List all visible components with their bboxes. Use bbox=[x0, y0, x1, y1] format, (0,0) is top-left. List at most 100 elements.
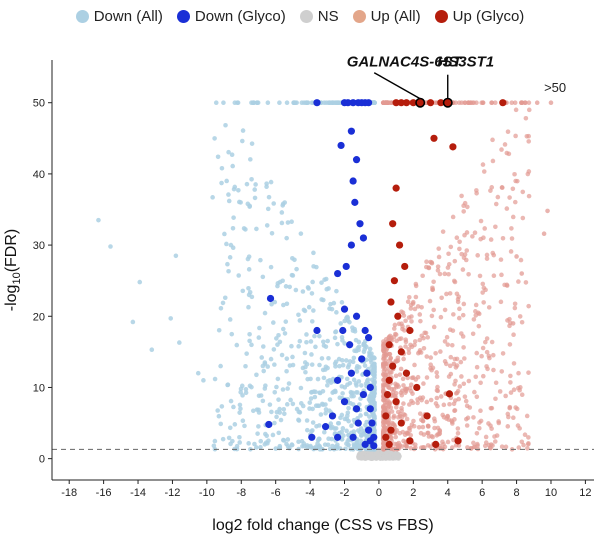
down-all-point bbox=[310, 406, 315, 412]
down-all-point bbox=[219, 404, 225, 409]
up-all-point bbox=[507, 405, 512, 411]
up-all-point bbox=[437, 271, 443, 277]
up-all-point bbox=[429, 313, 435, 319]
down-all-point bbox=[284, 235, 289, 241]
down-all-point bbox=[345, 364, 351, 370]
down-all-point bbox=[211, 443, 217, 449]
down-all-point bbox=[296, 312, 301, 318]
down-all-point bbox=[320, 389, 326, 394]
up-all-point bbox=[471, 317, 477, 322]
up-all-point bbox=[406, 346, 412, 352]
down-all-point bbox=[340, 362, 346, 368]
down-all-point bbox=[279, 210, 285, 215]
up-all-point bbox=[417, 337, 423, 343]
up-all-point bbox=[406, 315, 412, 320]
up-all-point bbox=[411, 418, 416, 424]
up-all-point bbox=[490, 158, 496, 164]
up-all-point bbox=[405, 299, 411, 304]
down-all-point bbox=[320, 402, 326, 408]
up-all-point bbox=[511, 332, 516, 338]
up-all-point bbox=[486, 421, 491, 426]
up-glyco-point bbox=[385, 440, 393, 449]
down-all-point bbox=[237, 440, 243, 445]
x-tick-label: -2 bbox=[340, 487, 350, 499]
up-all-point bbox=[408, 302, 414, 308]
down-all-point bbox=[313, 344, 318, 350]
up-glyco-point bbox=[437, 99, 445, 107]
down-all-point bbox=[276, 430, 282, 436]
up-all-point bbox=[480, 162, 486, 167]
ns-point bbox=[358, 451, 364, 457]
up-all-point bbox=[419, 333, 425, 339]
up-all-point bbox=[457, 306, 462, 312]
up-all-point bbox=[447, 291, 453, 296]
up-all-point bbox=[446, 374, 452, 379]
down-all-point bbox=[256, 410, 262, 415]
up-all-point bbox=[403, 344, 408, 349]
down-all-point bbox=[322, 442, 328, 447]
down-all-point bbox=[216, 413, 222, 419]
up-all-point bbox=[380, 397, 386, 403]
up-all-point bbox=[428, 366, 433, 371]
x-axis-title: log2 fold change (CSS vs FBS) bbox=[212, 517, 433, 534]
down-all-point bbox=[290, 354, 295, 360]
up-all-point bbox=[471, 440, 476, 446]
down-all-point bbox=[226, 149, 231, 155]
down-all-point bbox=[284, 368, 289, 374]
down-glyco-point bbox=[370, 442, 378, 450]
down-all-point bbox=[249, 384, 254, 390]
up-all-point bbox=[474, 350, 480, 356]
down-all-point bbox=[272, 420, 277, 426]
up-all-point bbox=[396, 444, 401, 449]
down-glyco-point bbox=[366, 383, 374, 392]
legend-item-down-all: Down (All) bbox=[75, 8, 163, 25]
down-all-point bbox=[225, 382, 230, 388]
up-all-point bbox=[449, 342, 455, 348]
up-all-point bbox=[541, 231, 547, 236]
up-all-point bbox=[464, 248, 470, 253]
up-all-point bbox=[519, 392, 525, 397]
up-all-point bbox=[475, 253, 480, 258]
up-all-point bbox=[393, 373, 399, 379]
legend-label-up-glyco: Up (Glyco) bbox=[452, 8, 525, 25]
down-all-point bbox=[290, 401, 296, 407]
up-all-point bbox=[516, 279, 521, 284]
down-all-point bbox=[259, 355, 265, 360]
down-all-point bbox=[266, 194, 272, 200]
up-all-point bbox=[403, 386, 409, 392]
down-all-point bbox=[333, 426, 339, 431]
down-all-point bbox=[320, 367, 326, 373]
up-all-point bbox=[493, 380, 499, 386]
down-all-point bbox=[346, 442, 351, 448]
up-all-point bbox=[466, 378, 472, 384]
up-all-point bbox=[473, 374, 479, 380]
down-all-point bbox=[309, 389, 315, 395]
down-all-point bbox=[323, 410, 328, 416]
up-all-point bbox=[429, 260, 435, 265]
down-all-point bbox=[319, 280, 324, 285]
down-all-point bbox=[272, 299, 278, 305]
x-tick-label: 8 bbox=[514, 487, 520, 499]
up-all-point bbox=[516, 370, 521, 376]
up-all-point bbox=[486, 305, 492, 310]
down-all-point bbox=[246, 304, 251, 310]
down-all-point bbox=[333, 364, 338, 369]
up-all-point bbox=[406, 294, 412, 300]
down-all-point bbox=[230, 163, 235, 169]
up-all-point bbox=[430, 434, 435, 440]
down-all-point bbox=[248, 157, 253, 162]
up-all-point bbox=[435, 264, 441, 269]
up-all-point bbox=[428, 355, 434, 360]
up-all-point bbox=[415, 397, 420, 402]
up-all-point bbox=[389, 409, 395, 414]
down-all-point bbox=[358, 433, 364, 438]
up-all-point bbox=[421, 345, 427, 351]
down-glyco-point bbox=[340, 305, 349, 313]
x-tick-label: 0 bbox=[376, 487, 382, 499]
up-all-point bbox=[447, 363, 453, 369]
gene-label: GALNAC4S-6ST bbox=[347, 54, 464, 71]
down-all-point bbox=[363, 422, 368, 428]
down-all-point bbox=[249, 141, 255, 146]
up-all-point bbox=[428, 397, 434, 403]
